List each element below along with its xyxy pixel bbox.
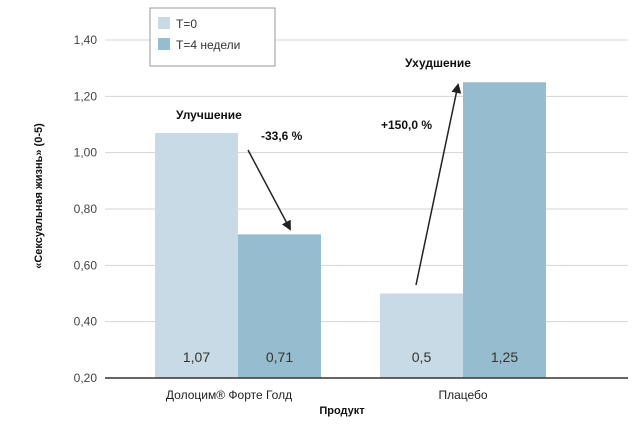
worsening-value: +150,0 %: [381, 118, 432, 132]
improvement-arrow: [247, 149, 291, 231]
bar-t4-dolocim: [238, 234, 321, 378]
worsening-title: Ухудшение: [405, 56, 471, 70]
y-tick-labels: 0,20 0,40 0,60 0,80 1,00 1,20 1,40: [74, 33, 98, 385]
legend: T=0 T=4 недели: [149, 7, 276, 67]
y-axis-title: «Сексуальная жизнь» (0-5): [33, 123, 45, 269]
bar-t0-placebo: [380, 293, 463, 378]
bars: 1,07 0,71 0,5 1,25: [155, 82, 546, 378]
worsening-arrow: [415, 83, 462, 286]
category-label-placebo: Плацебо: [438, 388, 487, 402]
legend-label-t4: T=4 недели: [176, 38, 240, 52]
legend-frame: [149, 7, 276, 67]
y-tick-label: 0,60: [74, 258, 98, 272]
data-label: 1,07: [183, 349, 210, 365]
bar-t0-dolocim: [155, 132, 238, 378]
y-tick-label: 0,80: [74, 202, 98, 216]
bar-t4-placebo: [463, 82, 546, 378]
y-tick-label: 0,40: [74, 315, 98, 329]
data-label: 0,5: [412, 349, 432, 365]
category-label-dolocim: Долоцим® Форте Голд: [166, 388, 292, 402]
legend-swatch-t4: [158, 38, 170, 50]
x-axis-title: Продукт: [319, 405, 365, 417]
data-label: 0,71: [266, 349, 293, 365]
legend-label-t0: T=0: [176, 17, 197, 31]
improvement-title: Улучшение: [176, 108, 242, 122]
y-tick-label: 1,00: [74, 146, 98, 160]
y-tick-label: 1,20: [74, 89, 98, 103]
data-label: 1,25: [491, 349, 518, 365]
improvement-value: -33,6 %: [261, 129, 303, 143]
legend-swatch-t0: [158, 17, 170, 29]
y-tick-label: 0,20: [74, 371, 98, 385]
y-tick-label: 1,40: [74, 33, 98, 47]
